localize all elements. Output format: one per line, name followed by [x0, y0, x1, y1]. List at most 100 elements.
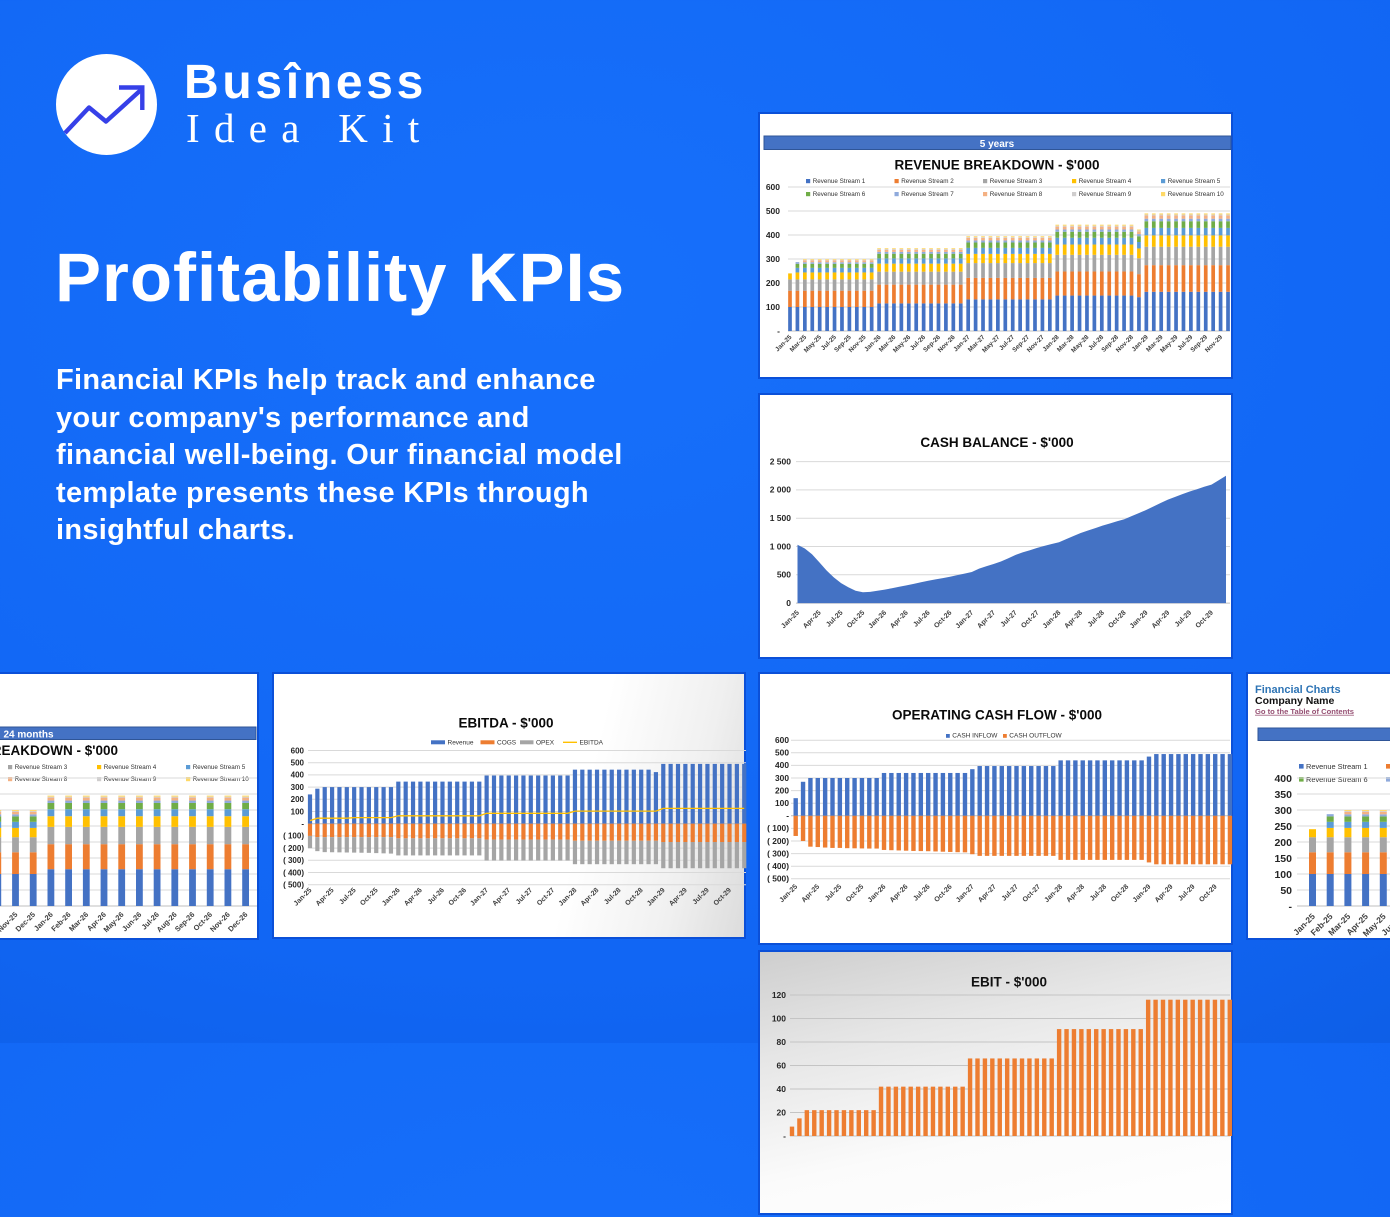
svg-text:Oct-29: Oct-29 [1195, 609, 1215, 629]
svg-text:Dec-25: Dec-25 [14, 910, 38, 934]
svg-text:Jan-25: Jan-25 [780, 609, 801, 630]
svg-text:( 100): ( 100) [767, 823, 789, 833]
svg-text:( 400): ( 400) [283, 868, 304, 877]
svg-text:Revenue Stream 3: Revenue Stream 3 [15, 764, 68, 771]
svg-text:-: - [783, 1131, 786, 1141]
svg-text:Oct-25: Oct-25 [846, 609, 866, 629]
svg-text:Go to the Table of Contents: Go to the Table of Contents [1255, 707, 1354, 716]
svg-text:CASH INFLOW: CASH INFLOW [952, 732, 998, 739]
svg-text:600: 600 [766, 182, 780, 192]
svg-text:40: 40 [777, 1084, 787, 1094]
svg-text:5 years: 5 years [980, 139, 1015, 150]
svg-text:Apr-26: Apr-26 [889, 609, 910, 630]
svg-text:Apr-28: Apr-28 [1065, 883, 1086, 904]
svg-text:100: 100 [766, 302, 780, 312]
svg-text:0: 0 [786, 598, 791, 608]
svg-text:Apr-25: Apr-25 [802, 609, 823, 630]
svg-text:Jul-29: Jul-29 [1177, 883, 1196, 902]
svg-text:2 000: 2 000 [770, 485, 792, 495]
svg-text:( 300): ( 300) [283, 856, 304, 865]
svg-text:Revenue Stream 6: Revenue Stream 6 [1306, 775, 1368, 784]
svg-text:100: 100 [291, 807, 305, 816]
svg-text:( 500): ( 500) [283, 881, 304, 890]
svg-text:400: 400 [775, 760, 789, 770]
svg-text:Jan-26: Jan-26 [867, 609, 888, 630]
svg-text:-: - [1289, 901, 1293, 913]
svg-text:Jan-28: Jan-28 [1042, 609, 1063, 630]
svg-text:Apr-27: Apr-27 [977, 883, 998, 904]
svg-text:1 500: 1 500 [770, 513, 792, 523]
svg-text:Oct-28: Oct-28 [624, 887, 644, 907]
svg-text:( 500): ( 500) [767, 874, 789, 884]
svg-text:1 000: 1 000 [770, 541, 792, 551]
svg-text:Apr-25: Apr-25 [801, 883, 822, 904]
svg-text:( 300): ( 300) [767, 848, 789, 858]
svg-text:Oct-28: Oct-28 [1107, 609, 1127, 629]
svg-text:-: - [301, 820, 304, 829]
svg-text:-: - [777, 326, 780, 336]
svg-text:Jul-25: Jul-25 [338, 887, 357, 906]
svg-text:( 100): ( 100) [283, 832, 304, 841]
svg-text:300: 300 [766, 254, 780, 264]
svg-text:20: 20 [777, 1107, 787, 1117]
svg-text:Oct-26: Oct-26 [933, 883, 953, 903]
svg-text:400: 400 [766, 230, 780, 240]
svg-text:Apr-29: Apr-29 [1151, 609, 1172, 630]
svg-text:REVENUE BREAKDOWN - $'000: REVENUE BREAKDOWN - $'000 [0, 743, 118, 758]
svg-text:100: 100 [1274, 869, 1292, 881]
svg-text:Revenue Stream 6: Revenue Stream 6 [813, 191, 866, 198]
svg-text:Jan-27: Jan-27 [955, 609, 976, 630]
svg-text:Apr-29: Apr-29 [668, 887, 689, 908]
svg-text:( 400): ( 400) [767, 861, 789, 871]
svg-text:200: 200 [775, 785, 789, 795]
svg-text:Jan-25: Jan-25 [778, 883, 799, 904]
svg-text:Jan-27: Jan-27 [469, 887, 490, 908]
svg-text:Jul-28: Jul-28 [1089, 883, 1108, 902]
svg-text:200: 200 [1274, 837, 1292, 849]
svg-text:CASH OUTFLOW: CASH OUTFLOW [1009, 732, 1062, 739]
svg-text:60: 60 [777, 1060, 787, 1070]
svg-text:Jan-28: Jan-28 [558, 887, 579, 908]
svg-text:100: 100 [772, 1013, 786, 1023]
svg-text:Revenue Stream 1: Revenue Stream 1 [813, 178, 866, 185]
svg-text:Revenue Stream 5: Revenue Stream 5 [1168, 178, 1221, 185]
svg-text:Revenue Stream 4: Revenue Stream 4 [104, 764, 157, 771]
svg-text:500: 500 [766, 206, 780, 216]
svg-text:Revenue Stream 3: Revenue Stream 3 [990, 178, 1043, 185]
svg-text:OPERATING CASH FLOW - $'000: OPERATING CASH FLOW - $'000 [892, 708, 1102, 723]
svg-text:Oct-26: Oct-26 [933, 609, 953, 629]
svg-text:Apr-27: Apr-27 [491, 887, 512, 908]
svg-text:Revenue Stream 10: Revenue Stream 10 [1168, 191, 1225, 198]
svg-text:Apr-25: Apr-25 [315, 887, 336, 908]
svg-text:Revenue Stream 10: Revenue Stream 10 [193, 776, 250, 783]
svg-text:Jul-29: Jul-29 [1174, 609, 1193, 628]
svg-text:Mar-26: Mar-26 [67, 910, 90, 933]
svg-text:EBITDA - $'000: EBITDA - $'000 [459, 716, 554, 731]
svg-text:EBITDA: EBITDA [580, 740, 604, 747]
svg-text:Oct-27: Oct-27 [536, 887, 556, 907]
svg-text:Financial Charts: Financial Charts [1255, 684, 1341, 696]
svg-text:Jun-25: Jun-25 [1379, 911, 1390, 937]
svg-text:300: 300 [775, 773, 789, 783]
svg-text:Jul-27: Jul-27 [1000, 609, 1019, 628]
svg-text:Oct-29: Oct-29 [1198, 883, 1218, 903]
svg-text:200: 200 [766, 278, 780, 288]
svg-text:Oct-26: Oct-26 [448, 887, 468, 907]
svg-text:80: 80 [777, 1037, 787, 1047]
svg-text:Jul-26: Jul-26 [427, 887, 446, 906]
svg-text:Jan-29: Jan-29 [646, 887, 667, 908]
svg-text:Apr-26: Apr-26 [889, 883, 910, 904]
svg-text:( 200): ( 200) [767, 836, 789, 846]
svg-text:500: 500 [777, 570, 791, 580]
svg-text:-: - [786, 811, 789, 821]
svg-text:COGS: COGS [497, 740, 517, 747]
svg-text:Jan-29: Jan-29 [1129, 609, 1150, 630]
svg-text:Jun-26: Jun-26 [120, 910, 143, 933]
svg-text:400: 400 [291, 771, 305, 780]
svg-text:500: 500 [291, 759, 305, 768]
svg-text:Oct-25: Oct-25 [845, 883, 865, 903]
svg-text:Company Name: Company Name [1255, 695, 1335, 707]
svg-text:Revenue: Revenue [448, 740, 474, 747]
svg-text:Jan-27: Jan-27 [955, 883, 976, 904]
svg-text:Apr-27: Apr-27 [976, 609, 997, 630]
